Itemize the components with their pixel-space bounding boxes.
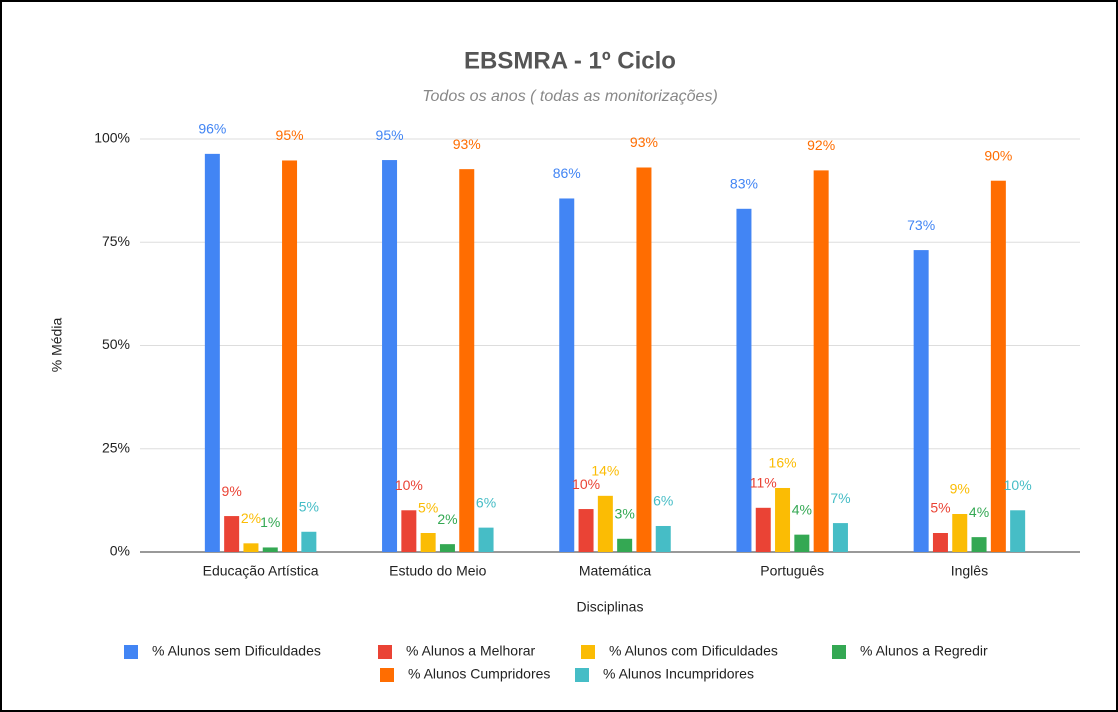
bar: [204, 153, 220, 553]
legend-swatch: [378, 645, 392, 659]
bar: [243, 543, 259, 552]
bar: [597, 495, 613, 552]
bar: [382, 160, 398, 553]
data-label: 4%: [969, 504, 989, 520]
bar: [578, 509, 594, 552]
x-tick-label: Estudo do Meio: [389, 563, 486, 579]
y-tick-label: 75%: [102, 233, 130, 249]
data-label: 95%: [276, 127, 304, 143]
data-label: 7%: [830, 490, 850, 506]
bar: [636, 167, 652, 552]
y-tick-label: 50%: [102, 336, 130, 352]
data-label: 11%: [750, 475, 777, 491]
bar: [439, 544, 455, 552]
data-label: 96%: [198, 121, 226, 137]
bar: [224, 516, 240, 552]
x-axis-title: Disciplinas: [577, 599, 644, 615]
x-tick-label: Educação Artística: [203, 563, 319, 579]
legend-swatch: [124, 645, 138, 659]
data-label: 4%: [792, 501, 812, 517]
data-label: 93%: [630, 134, 658, 150]
x-tick-label: Português: [760, 563, 824, 579]
bar: [262, 547, 278, 552]
bar: [282, 160, 298, 552]
x-tick-label: Inglês: [951, 563, 988, 579]
bar: [832, 523, 848, 552]
bar: [1010, 510, 1026, 552]
bar: [301, 531, 317, 552]
y-tick-label: 100%: [94, 130, 130, 146]
bar: [736, 208, 752, 552]
data-label: 2%: [241, 510, 261, 526]
legend-label: % Alunos a Melhorar: [406, 643, 536, 659]
bar: [420, 533, 436, 552]
legend-label: % Alunos a Regredir: [860, 643, 988, 659]
bar: [559, 198, 575, 553]
legend-swatch: [380, 668, 394, 682]
data-label: 92%: [807, 137, 835, 153]
y-tick-label: 0%: [110, 543, 130, 559]
bar: [478, 527, 494, 552]
data-label: 16%: [769, 455, 797, 471]
data-label: 5%: [299, 498, 319, 514]
bar: [655, 525, 671, 552]
data-label: 73%: [907, 217, 935, 233]
data-label: 86%: [553, 165, 581, 181]
legend-label: % Alunos Cumpridores: [408, 666, 550, 682]
bar: [813, 170, 829, 552]
legend-label: % Alunos Incumpridores: [603, 666, 754, 682]
y-axis-title: % Média: [49, 318, 65, 373]
data-label: 90%: [984, 147, 1012, 163]
chart-title: EBSMRA - 1º Ciclo: [464, 47, 676, 74]
legend-swatch: [575, 668, 589, 682]
data-label: 10%: [395, 477, 423, 493]
legend-label: % Alunos com Dificuldades: [609, 643, 778, 659]
data-label: 93%: [453, 136, 481, 152]
data-label: 95%: [376, 127, 404, 143]
bar: [932, 533, 948, 552]
bar: [794, 534, 810, 552]
data-label: 83%: [730, 176, 758, 192]
data-label: 6%: [653, 493, 673, 509]
data-label: 10%: [1004, 477, 1032, 493]
bar: [459, 169, 475, 553]
bar: [990, 180, 1006, 552]
bar: [913, 250, 929, 553]
legend-swatch: [581, 645, 595, 659]
data-label: 9%: [950, 481, 970, 497]
data-label: 5%: [930, 500, 950, 516]
legend-label: % Alunos sem Dificuldades: [152, 643, 321, 659]
data-label: 2%: [437, 511, 457, 527]
bar: [617, 538, 633, 552]
bar: [971, 537, 987, 552]
chart-subtitle: Todos os anos ( todas as monitorizações): [422, 88, 718, 105]
bar: [401, 510, 417, 552]
bar: [952, 514, 968, 552]
bar: [755, 507, 771, 552]
y-tick-label: 25%: [102, 439, 130, 455]
x-tick-label: Matemática: [579, 563, 652, 579]
data-label: 6%: [476, 494, 496, 510]
data-label: 14%: [591, 463, 619, 479]
legend-swatch: [832, 645, 846, 659]
data-label: 1%: [260, 514, 280, 530]
bar: [775, 487, 791, 552]
data-label: 3%: [615, 505, 635, 521]
data-label: 10%: [572, 476, 600, 492]
data-label: 5%: [418, 500, 438, 516]
data-label: 9%: [222, 483, 242, 499]
